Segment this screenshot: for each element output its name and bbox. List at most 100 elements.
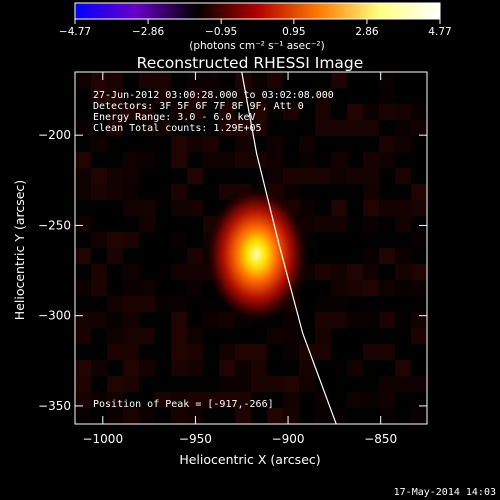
noise-cell: [363, 248, 379, 264]
noise-cell: [123, 200, 139, 216]
noise-cell: [155, 392, 171, 408]
noise-cell: [315, 120, 331, 136]
noise-cell: [123, 312, 139, 328]
noise-cell: [331, 168, 347, 184]
x-tick-label: −950: [179, 432, 212, 446]
y-tick-label: −300: [38, 309, 71, 323]
noise-cell: [379, 88, 395, 104]
info-total-counts: Clean Total counts: 1.29E+05: [93, 123, 262, 134]
noise-cell: [331, 152, 347, 168]
noise-cell: [187, 136, 203, 152]
noise-cell: [75, 328, 91, 344]
noise-cell: [235, 152, 251, 168]
noise-cell: [379, 104, 395, 120]
noise-cell: [139, 408, 155, 424]
timestamp: 17-May-2014 14:03: [394, 487, 496, 498]
noise-cell: [123, 264, 139, 280]
noise-cell: [395, 120, 411, 136]
noise-cell: [187, 104, 203, 120]
noise-cell: [283, 312, 299, 328]
noise-cell: [379, 136, 395, 152]
noise-cell: [251, 72, 267, 88]
noise-cell: [283, 104, 299, 120]
noise-cell: [139, 200, 155, 216]
noise-cell: [139, 216, 155, 232]
noise-cell: [171, 328, 187, 344]
noise-cell: [347, 264, 363, 280]
noise-cell: [107, 184, 123, 200]
colorbar-bar: [74, 2, 441, 20]
colorbar-tick-label: −0.95: [205, 26, 237, 38]
noise-cell: [363, 312, 379, 328]
noise-cell: [91, 136, 107, 152]
noise-cell: [395, 264, 411, 280]
noise-cell: [123, 280, 139, 296]
solar-limb-line: [241, 72, 337, 424]
noise-cell: [395, 376, 411, 392]
noise-cell: [91, 72, 107, 88]
noise-cell: [139, 360, 155, 376]
noise-cell: [411, 264, 427, 280]
noise-cell: [299, 152, 315, 168]
noise-cell: [75, 248, 91, 264]
noise-cell: [411, 184, 427, 200]
noise-cell: [267, 104, 283, 120]
noise-cell: [171, 296, 187, 312]
noise-cell: [315, 392, 331, 408]
axis-ticks: −1000 −950 −900 −850 −200 −250 −300 −350: [38, 72, 427, 446]
noise-cell: [139, 152, 155, 168]
noise-cell: [299, 168, 315, 184]
noise-cell: [251, 120, 267, 136]
noise-cell: [363, 120, 379, 136]
info-block: 27-Jun-2012 03:00:28.000 to 03:02:08.000…: [93, 90, 334, 410]
noise-cell: [155, 120, 171, 136]
noise-cell: [379, 200, 395, 216]
noise-cell: [251, 376, 267, 392]
noise-cell: [219, 344, 235, 360]
noise-cell: [379, 72, 395, 88]
noise-cell: [155, 72, 171, 88]
noise-cell: [171, 360, 187, 376]
noise-cell: [411, 376, 427, 392]
noise-cell: [155, 296, 171, 312]
noise-cell: [379, 344, 395, 360]
noise-cell: [91, 392, 107, 408]
noise-cell: [107, 248, 123, 264]
noise-cell: [187, 168, 203, 184]
noise-cell: [123, 296, 139, 312]
noise-cell: [347, 104, 363, 120]
noise-cell: [315, 344, 331, 360]
noise-cell: [363, 344, 379, 360]
noise-cell: [251, 104, 267, 120]
colorbar-tick-label: 0.95: [282, 26, 305, 38]
info-time-range: 27-Jun-2012 03:00:28.000 to 03:02:08.000: [93, 90, 334, 101]
noise-cell: [283, 344, 299, 360]
noise-cell: [411, 104, 427, 120]
colorbar-unit-label: (photons cm⁻² s⁻¹ asec⁻²): [189, 40, 324, 52]
noise-cell: [363, 152, 379, 168]
x-axis-label: Heliocentric X (arcsec): [179, 452, 320, 467]
noise-cell: [379, 248, 395, 264]
noise-cell: [363, 168, 379, 184]
noise-cell: [347, 120, 363, 136]
noise-cell: [331, 296, 347, 312]
noise-cell: [283, 408, 299, 424]
noise-cell: [251, 360, 267, 376]
noise-cell: [395, 104, 411, 120]
xray-source: [203, 183, 310, 325]
noise-cell: [235, 392, 251, 408]
noise-cell: [187, 360, 203, 376]
noise-cell: [123, 184, 139, 200]
x-tick-label: −900: [272, 432, 305, 446]
noise-cell: [395, 200, 411, 216]
noise-cell: [203, 72, 219, 88]
noise-cell: [299, 360, 315, 376]
noise-cell: [123, 152, 139, 168]
noise-cell: [267, 152, 283, 168]
colorbar-tick-label: 4.77: [428, 26, 451, 38]
y-tick-label: −350: [38, 399, 71, 413]
noise-cell: [107, 296, 123, 312]
noise-cell: [283, 328, 299, 344]
noise-cell: [347, 360, 363, 376]
